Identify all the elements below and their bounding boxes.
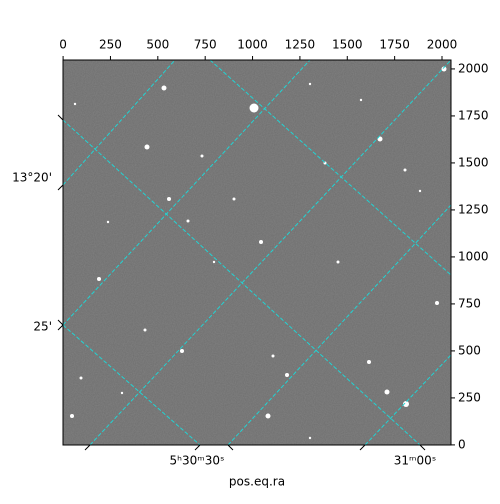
x-tick-label: 500	[146, 38, 169, 52]
x-tick-label: 750	[194, 38, 217, 52]
y-tick-label: 1000	[458, 249, 489, 263]
y-tick-label: 1250	[458, 202, 489, 216]
y-tick-label: 750	[458, 296, 481, 310]
x-tick-label: 250	[99, 38, 122, 52]
world-y-label: 25'	[33, 320, 52, 334]
world-y-label: 13°20'	[12, 171, 52, 185]
y-tick-label: 1500	[458, 155, 489, 169]
x-axis-label: pos.eq.ra	[229, 475, 285, 489]
x-tick-label: 2000	[427, 38, 458, 52]
world-x-label: 31ᵐ00ˢ	[394, 454, 437, 468]
world-grid	[63, 60, 451, 445]
world-ticks	[57, 114, 426, 451]
sky-image	[63, 60, 451, 445]
y-tick-label: 0	[458, 437, 466, 451]
y-tick-label: 2000	[458, 61, 489, 75]
x-tick-label: 1250	[285, 38, 316, 52]
y-tick-label: 1750	[458, 108, 489, 122]
x-tick-label: 1000	[237, 38, 268, 52]
world-x-label: 5ʰ30ᵐ30ˢ	[170, 454, 225, 468]
x-tick-label: 1500	[332, 38, 363, 52]
x-tick-label: 0	[59, 38, 67, 52]
y-tick-label: 500	[458, 343, 481, 357]
frame	[62, 59, 452, 446]
y-tick-label: 250	[458, 390, 481, 404]
x-tick-label: 1750	[379, 38, 410, 52]
